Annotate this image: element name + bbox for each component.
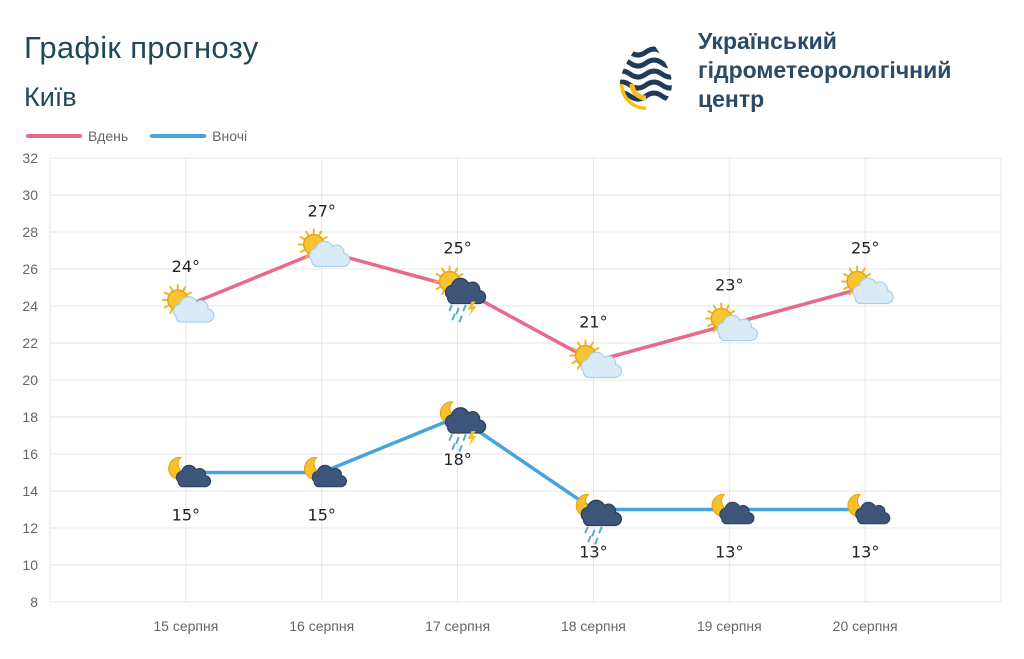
chart-legend: Вдень Вночі bbox=[26, 128, 269, 144]
moon-cloud-icon bbox=[168, 456, 212, 488]
city-name: Київ bbox=[24, 82, 77, 112]
sun-cloud-icon bbox=[161, 284, 215, 323]
x-tick-label: 19 серпня bbox=[697, 618, 762, 634]
sun-storm-rain-icon bbox=[433, 265, 487, 323]
data-label-day: 21° bbox=[579, 313, 607, 332]
light-cloud-icon bbox=[716, 314, 758, 342]
rain-icon bbox=[584, 526, 603, 545]
legend-swatch-day bbox=[26, 134, 82, 138]
data-label-day: 25° bbox=[851, 239, 879, 258]
y-tick-label: 12 bbox=[22, 520, 38, 536]
y-tick-label: 30 bbox=[22, 187, 38, 203]
x-tick-label: 20 серпня bbox=[833, 618, 898, 634]
data-label-night: 13° bbox=[851, 543, 879, 562]
data-label-night: 18° bbox=[443, 450, 471, 469]
legend-label-day: Вдень bbox=[88, 128, 129, 144]
chart-title: Графік прогнозу bbox=[24, 30, 259, 65]
light-cloud-icon bbox=[173, 296, 215, 323]
sun-cloud-icon bbox=[841, 265, 894, 305]
org-name-line-3: центр bbox=[698, 86, 765, 112]
sun-cloud-icon bbox=[705, 302, 758, 342]
data-label-night: 13° bbox=[579, 543, 607, 562]
legend-item-day[interactable]: Вдень bbox=[26, 128, 128, 144]
dark-cloud-icon bbox=[719, 501, 755, 525]
legend-item-night[interactable]: Вночі bbox=[150, 128, 247, 144]
moon-cloud-icon bbox=[847, 493, 891, 525]
x-tick-label: 17 серпня bbox=[425, 618, 490, 634]
y-tick-label: 24 bbox=[22, 298, 38, 314]
light-cloud-icon bbox=[308, 240, 351, 268]
lightning-icon bbox=[467, 301, 477, 317]
data-label-night: 13° bbox=[715, 543, 743, 562]
moon-cloud-icon bbox=[304, 456, 347, 488]
series-line-day bbox=[185, 248, 866, 364]
y-tick-label: 28 bbox=[22, 224, 38, 240]
sun-cloud-icon bbox=[297, 228, 351, 268]
data-label-day: 24° bbox=[172, 257, 200, 276]
moon-cloud-rain-icon bbox=[575, 493, 623, 545]
x-tick-label: 15 серпня bbox=[153, 618, 218, 634]
org-name: Український гідрометеорологічний центр bbox=[698, 27, 951, 114]
rain-icon bbox=[448, 304, 467, 323]
y-tick-label: 18 bbox=[22, 409, 38, 425]
sun-cloud-icon bbox=[569, 339, 623, 379]
light-cloud-icon bbox=[580, 351, 623, 379]
y-tick-label: 16 bbox=[22, 446, 38, 462]
dark-cloud-icon bbox=[175, 464, 212, 488]
moon-storm-rain-icon bbox=[439, 401, 487, 452]
y-tick-label: 8 bbox=[30, 594, 38, 610]
dark-cloud-icon bbox=[580, 499, 623, 527]
ukrhydromet-logo bbox=[620, 32, 672, 110]
org-name-line-2: гідрометеорологічний bbox=[698, 57, 952, 83]
y-tick-label: 22 bbox=[22, 335, 38, 351]
y-tick-label: 10 bbox=[22, 557, 38, 573]
data-label-night: 15° bbox=[308, 506, 336, 525]
y-tick-label: 32 bbox=[22, 150, 38, 166]
y-tick-label: 14 bbox=[22, 483, 38, 499]
series-line-night bbox=[185, 415, 866, 512]
data-label-day: 27° bbox=[308, 202, 336, 221]
dark-cloud-icon bbox=[444, 277, 487, 305]
data-label-night: 15° bbox=[172, 506, 200, 525]
y-tick-label: 26 bbox=[22, 261, 38, 277]
data-label-day: 25° bbox=[443, 239, 471, 258]
light-cloud-icon bbox=[852, 277, 894, 305]
y-tick-label: 20 bbox=[22, 372, 38, 388]
x-tick-label: 16 серпня bbox=[289, 618, 354, 634]
legend-swatch-night bbox=[150, 134, 207, 138]
lightning-icon bbox=[467, 431, 477, 446]
dark-cloud-icon bbox=[855, 501, 891, 525]
dark-cloud-icon bbox=[444, 407, 487, 434]
dark-cloud-icon bbox=[311, 464, 347, 488]
org-name-line-1: Український bbox=[698, 28, 837, 54]
rain-icon bbox=[448, 434, 467, 452]
data-label-day: 23° bbox=[715, 276, 743, 295]
x-tick-label: 18 серпня bbox=[561, 618, 626, 634]
legend-label-night: Вночі bbox=[212, 128, 248, 144]
moon-cloud-icon bbox=[711, 493, 755, 525]
